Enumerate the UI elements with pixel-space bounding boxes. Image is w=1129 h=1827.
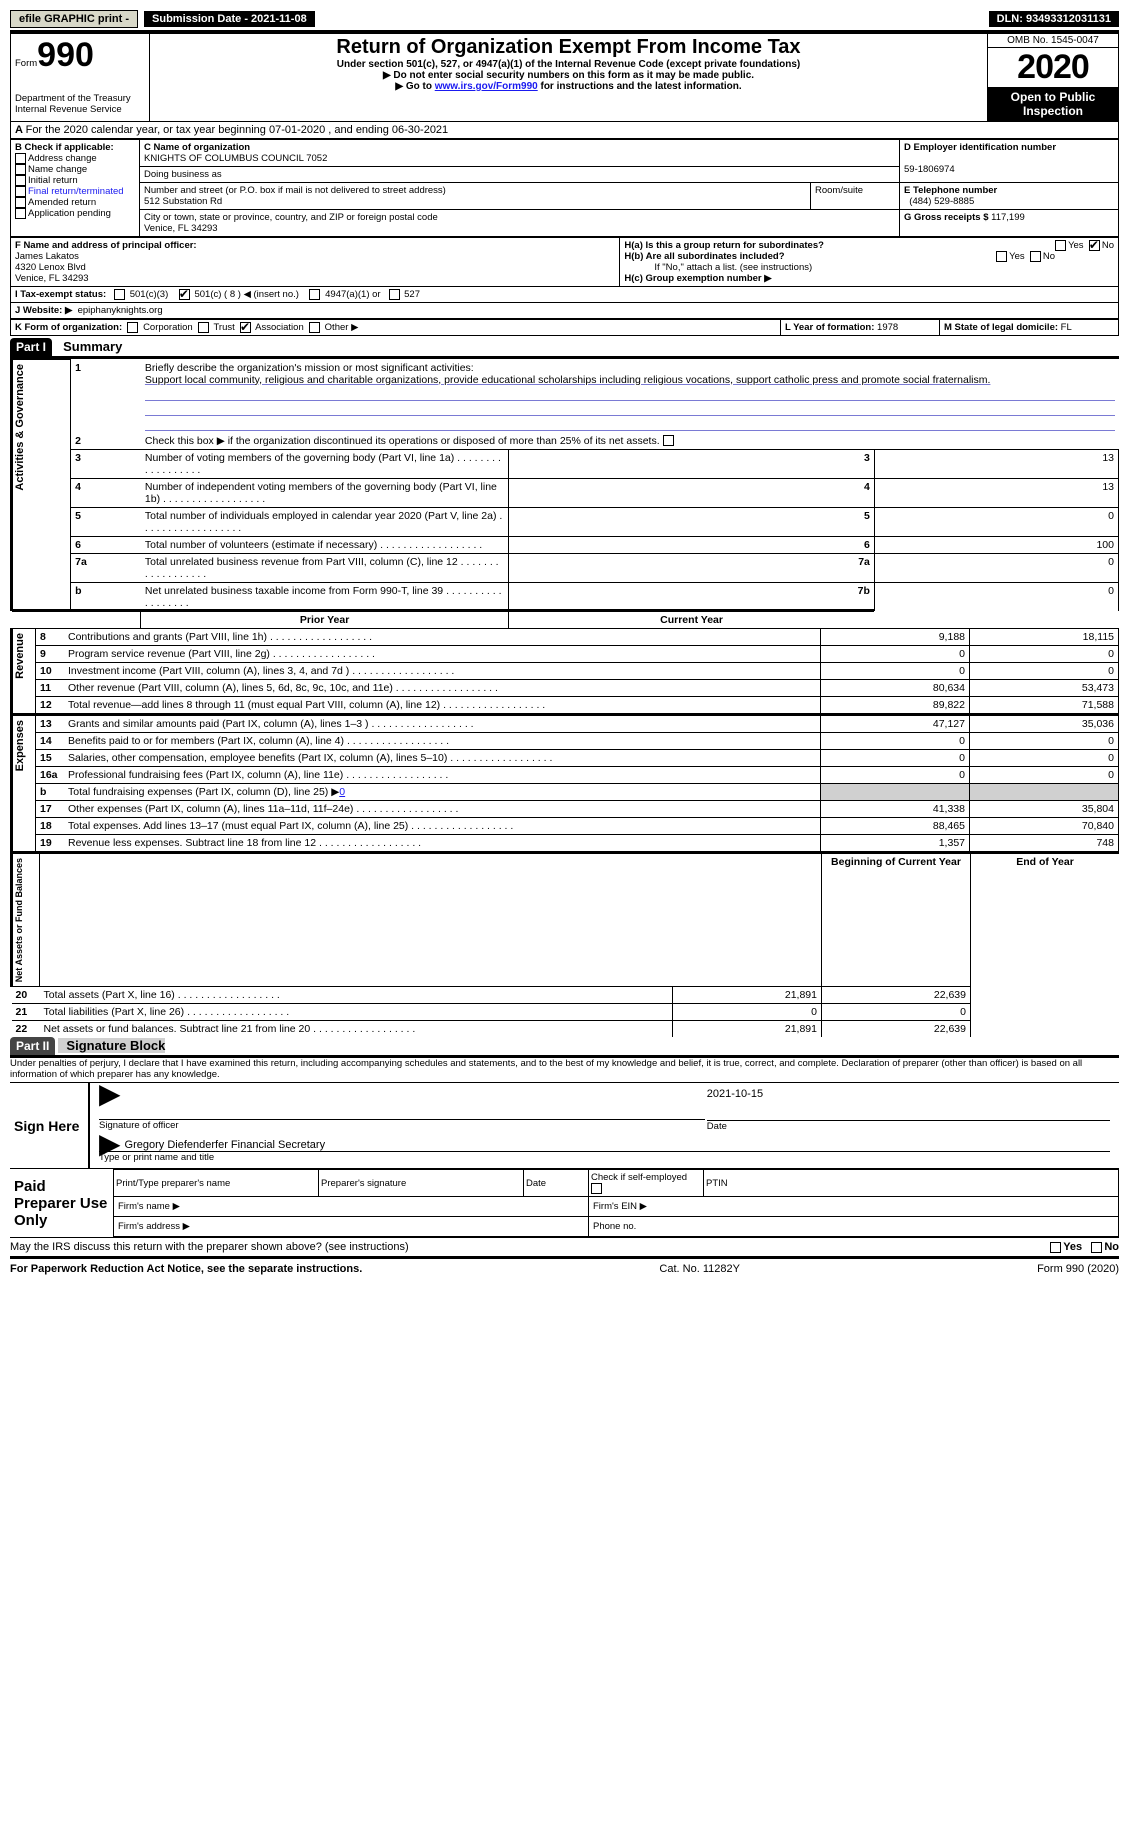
- klm-row: K Form of organization: Corporation Trus…: [10, 319, 1119, 336]
- sign-here-block: Sign Here ▶ Signature of officer 2021-10…: [10, 1083, 1119, 1168]
- box-k: K Form of organization: Corporation Trus…: [11, 320, 781, 336]
- sig-officer-label: Signature of officer: [99, 1120, 705, 1131]
- box-j: J Website: ▶ epiphanyknights.org: [10, 303, 1119, 319]
- prior-year-header: Prior Year: [141, 611, 508, 629]
- form-note-1: ▶ Do not enter social security numbers o…: [154, 70, 983, 81]
- officer-name: Gregory Diefenderfer Financial Secretary: [99, 1139, 1110, 1151]
- efile-print-button[interactable]: efile GRAPHIC print -: [10, 10, 138, 28]
- form-note-2: ▶ Go to www.irs.gov/Form990 for instruct…: [154, 81, 983, 92]
- box-l: L Year of formation: 1978: [781, 320, 940, 336]
- part1-title: Summary: [55, 339, 122, 354]
- box-f: F Name and address of principal officer:…: [11, 238, 620, 287]
- expense-table: Expenses13 Grants and similar amounts pa…: [10, 713, 1119, 851]
- side-revenue: Revenue: [13, 629, 27, 683]
- discuss-line: May the IRS discuss this return with the…: [10, 1238, 1119, 1256]
- box-m: M State of legal domicile: FL: [940, 320, 1119, 336]
- box-c-name: C Name of organization KNIGHTS OF COLUMB…: [140, 140, 900, 167]
- box-c-addr: Number and street (or P.O. box if mail i…: [140, 183, 900, 210]
- omb-number: OMB No. 1545-0047: [988, 34, 1118, 48]
- open-inspection: Open to Public Inspection: [988, 87, 1118, 121]
- part2-title: Signature Block: [58, 1038, 165, 1053]
- box-e: E Telephone number (484) 529-8885: [900, 183, 1119, 210]
- net-table: Net Assets or Fund Balances Beginning of…: [10, 851, 1119, 1037]
- form-subtitle: Under section 501(c), 527, or 4947(a)(1)…: [154, 59, 983, 70]
- form-header: Form990 Department of the Treasury Inter…: [10, 33, 1119, 122]
- sig-date-val: 2021-10-15: [707, 1088, 1110, 1100]
- paid-preparer-label: Paid Preparer Use Only: [10, 1170, 114, 1237]
- box-b: B Check if applicable: Address change Na…: [11, 140, 140, 237]
- box-g: G Gross receipts $ 117,199: [900, 210, 1119, 237]
- sign-here-label: Sign Here: [10, 1083, 89, 1168]
- summary-table: Activities & Governance 1 Briefly descri…: [10, 359, 1119, 628]
- paid-preparer-block: Paid Preparer Use Only Print/Type prepar…: [10, 1169, 1119, 1237]
- box-i: I Tax-exempt status: 501(c)(3) 501(c) ( …: [10, 287, 1119, 303]
- current-year-header: Current Year: [508, 611, 874, 629]
- box-c-dba: Doing business as: [140, 167, 900, 183]
- footer: For Paperwork Reduction Act Notice, see …: [10, 1263, 1119, 1275]
- form-prefix: Form: [15, 58, 37, 69]
- department: Department of the Treasury Internal Reve…: [15, 93, 145, 115]
- submission-date: Submission Date - 2021-11-08: [144, 11, 315, 27]
- officer-name-label: Type or print name and title: [99, 1152, 1110, 1163]
- side-expenses: Expenses: [13, 716, 27, 775]
- revenue-table: Revenue8 Contributions and grants (Part …: [10, 628, 1119, 713]
- entity-block: B Check if applicable: Address change Na…: [10, 139, 1119, 237]
- sig-date-label: Date: [707, 1121, 1110, 1132]
- end-year-header: End of Year: [971, 853, 1120, 987]
- tax-year: 2020: [988, 48, 1118, 87]
- begin-year-header: Beginning of Current Year: [822, 853, 971, 987]
- topbar: efile GRAPHIC print - Submission Date - …: [10, 10, 1119, 28]
- part1-label: Part I: [10, 338, 52, 356]
- dln: DLN: 93493312031131: [989, 11, 1119, 27]
- officer-block: F Name and address of principal officer:…: [10, 237, 1119, 287]
- form-number: 990: [37, 36, 94, 74]
- form-title: Return of Organization Exempt From Incom…: [154, 36, 983, 59]
- penalties-text: Under penalties of perjury, I declare th…: [10, 1058, 1119, 1080]
- part2-label: Part II: [10, 1037, 55, 1055]
- side-governance: Activities & Governance: [13, 360, 27, 495]
- box-h: H(a) Is this a group return for subordin…: [620, 238, 1119, 287]
- line-a: A For the 2020 calendar year, or tax yea…: [10, 122, 1119, 139]
- irs-link[interactable]: www.irs.gov/Form990: [435, 81, 538, 92]
- box-d: D Employer identification number 59-1806…: [900, 140, 1119, 183]
- side-net: Net Assets or Fund Balances: [13, 854, 25, 986]
- box-c-city: City or town, state or province, country…: [140, 210, 900, 237]
- mission-text: Support local community, religious and c…: [145, 374, 991, 386]
